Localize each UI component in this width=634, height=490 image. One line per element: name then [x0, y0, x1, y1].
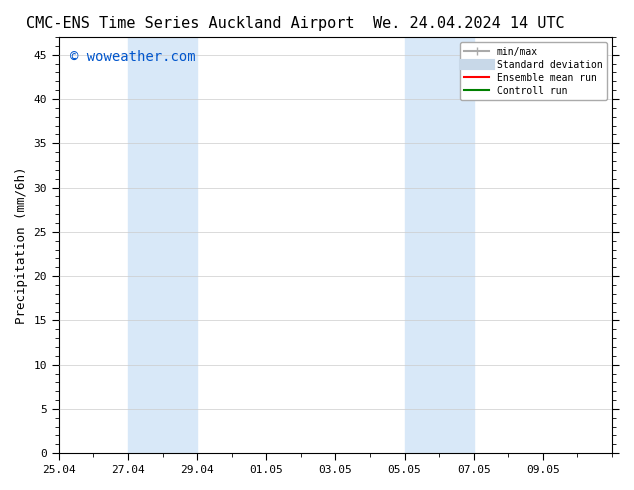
Text: © woweather.com: © woweather.com — [70, 49, 195, 64]
Legend: min/max, Standard deviation, Ensemble mean run, Controll run: min/max, Standard deviation, Ensemble me… — [460, 42, 607, 100]
Text: We. 24.04.2024 14 UTC: We. 24.04.2024 14 UTC — [373, 16, 565, 31]
Y-axis label: Precipitation (mm/6h): Precipitation (mm/6h) — [15, 167, 28, 324]
Bar — [404, 37, 474, 453]
Bar — [128, 37, 197, 453]
Text: CMC-ENS Time Series Auckland Airport: CMC-ENS Time Series Auckland Airport — [26, 16, 354, 31]
